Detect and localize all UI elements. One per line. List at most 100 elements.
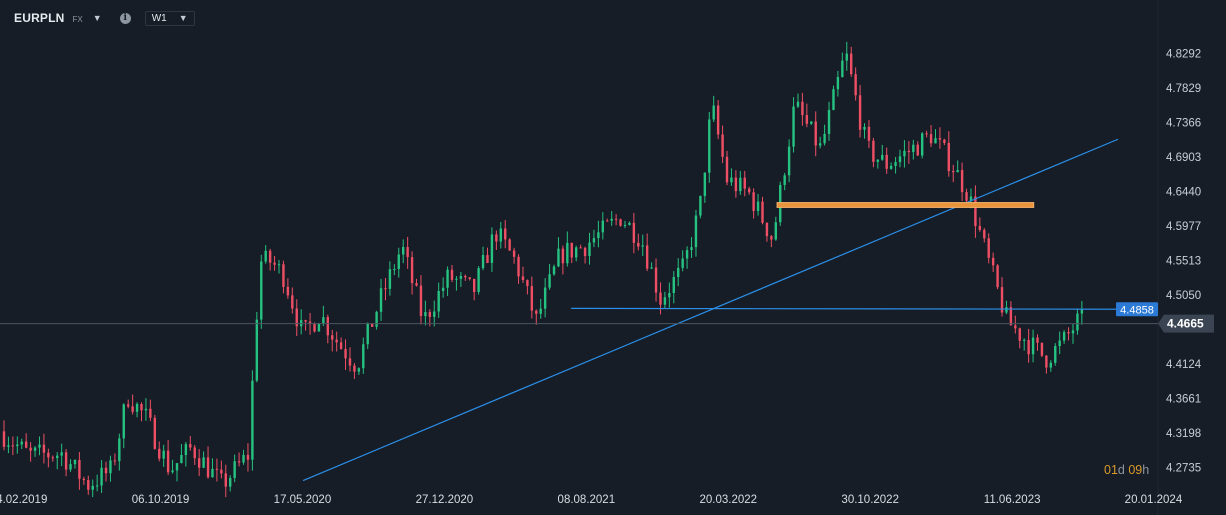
symbol-name[interactable]: EURPLN <box>14 11 65 25</box>
candle-body <box>752 192 755 211</box>
candle-body <box>934 138 937 144</box>
candle-body <box>996 265 999 288</box>
candle-body <box>1040 342 1044 356</box>
candle-body <box>579 247 582 249</box>
candle-body <box>574 247 578 258</box>
candle-body <box>158 448 161 459</box>
candle-body <box>326 317 330 336</box>
candle-body <box>1045 355 1048 368</box>
candle-body <box>841 60 844 78</box>
candle-body <box>845 53 848 61</box>
candle-body <box>690 247 693 251</box>
candle-body <box>264 250 267 262</box>
candle-body <box>743 177 746 189</box>
candle-body <box>42 444 46 453</box>
candle-body <box>774 222 778 240</box>
time-tick-label: 24.02.2019 <box>0 494 47 506</box>
candle-body <box>29 447 32 451</box>
candle-body <box>947 142 950 172</box>
candle-body <box>370 323 374 327</box>
candle-body <box>64 452 68 470</box>
candle-body <box>464 275 467 278</box>
candle-body <box>375 311 378 327</box>
candle-body <box>317 323 321 332</box>
candle-body <box>477 268 480 293</box>
candle-body <box>783 175 786 185</box>
candle-body <box>818 143 822 146</box>
timeframe-label: W1 <box>151 12 167 24</box>
candle-body <box>1062 332 1066 341</box>
candle-body <box>592 238 596 243</box>
price-tick-label: 4.3198 <box>1166 428 1201 440</box>
candle-body <box>366 323 369 345</box>
price-tick-label: 4.5977 <box>1166 221 1201 233</box>
time-tick-label: 30.10.2022 <box>841 494 899 506</box>
candle-body <box>898 156 902 163</box>
candle-body <box>619 219 622 226</box>
candle-body <box>747 188 751 193</box>
candle-body <box>872 140 875 162</box>
candle-body <box>805 115 809 124</box>
candle-body <box>787 146 791 176</box>
drawings[interactable] <box>302 138 1157 482</box>
candle-body <box>814 121 817 146</box>
candle-body <box>952 171 955 173</box>
candle-body <box>273 262 276 265</box>
candle-body <box>623 224 627 226</box>
candle-body <box>770 236 773 240</box>
candle-body <box>229 477 232 487</box>
time-tick-label: 11.06.2023 <box>984 494 1041 506</box>
current-price-label-bg <box>1158 314 1214 333</box>
candle-body <box>486 255 489 263</box>
trendline[interactable] <box>302 138 1119 482</box>
candle-body <box>180 454 183 464</box>
chevron-down-icon[interactable]: ▼ <box>92 13 102 23</box>
price-tick-label: 4.7829 <box>1166 83 1201 95</box>
candle-body <box>823 133 826 144</box>
candle-body <box>1076 313 1079 331</box>
candle-body <box>765 222 769 237</box>
candle-body <box>224 473 227 487</box>
candle-body <box>56 455 59 459</box>
candle-body <box>858 95 862 130</box>
price-tick-label: 4.6903 <box>1166 152 1201 164</box>
candle-body <box>916 144 919 156</box>
time-axis[interactable]: 24.02.2019 06.10.2019 17.05.2020 27.12.2020… <box>0 494 1183 506</box>
candle-body <box>796 101 800 107</box>
candle-body <box>716 105 720 135</box>
current-price-label: 4.4665 <box>1167 317 1204 331</box>
candle-body <box>632 222 636 243</box>
candle-body <box>100 467 103 486</box>
candle-body <box>721 134 724 157</box>
candle-body <box>850 53 853 75</box>
candle-body <box>987 238 990 258</box>
time-tick-label: 27.12.2020 <box>416 494 474 506</box>
candle-body <box>570 242 573 258</box>
candle-body <box>11 445 15 447</box>
candle-body <box>969 196 973 201</box>
candle-body <box>468 277 471 279</box>
countdown-days: 01 <box>1104 463 1118 477</box>
candle-body <box>708 119 711 173</box>
candle-body <box>650 267 653 269</box>
timeframe-select[interactable]: W1 ▼ <box>144 10 195 26</box>
candle-body <box>761 201 764 223</box>
price-axis[interactable]: 4.8292 4.7829 4.7366 4.6903 4.6440 4.5977 4.55… <box>1166 48 1202 474</box>
candle-body <box>517 256 520 277</box>
support-resistance-zone[interactable] <box>776 202 1035 208</box>
candle-body <box>668 293 671 298</box>
info-icon[interactable]: i <box>119 12 131 24</box>
candle-body <box>348 358 352 366</box>
candle-body <box>233 461 236 478</box>
market-tag: FX <box>72 15 83 24</box>
candle-body <box>171 470 174 473</box>
candle-body <box>295 308 298 327</box>
candle-body <box>974 196 977 226</box>
candle-body <box>237 461 241 463</box>
candle-body <box>60 452 63 456</box>
candle-body <box>437 291 440 312</box>
candle-body <box>1005 307 1008 313</box>
candle-body <box>331 335 334 340</box>
trendline[interactable] <box>571 307 1157 310</box>
